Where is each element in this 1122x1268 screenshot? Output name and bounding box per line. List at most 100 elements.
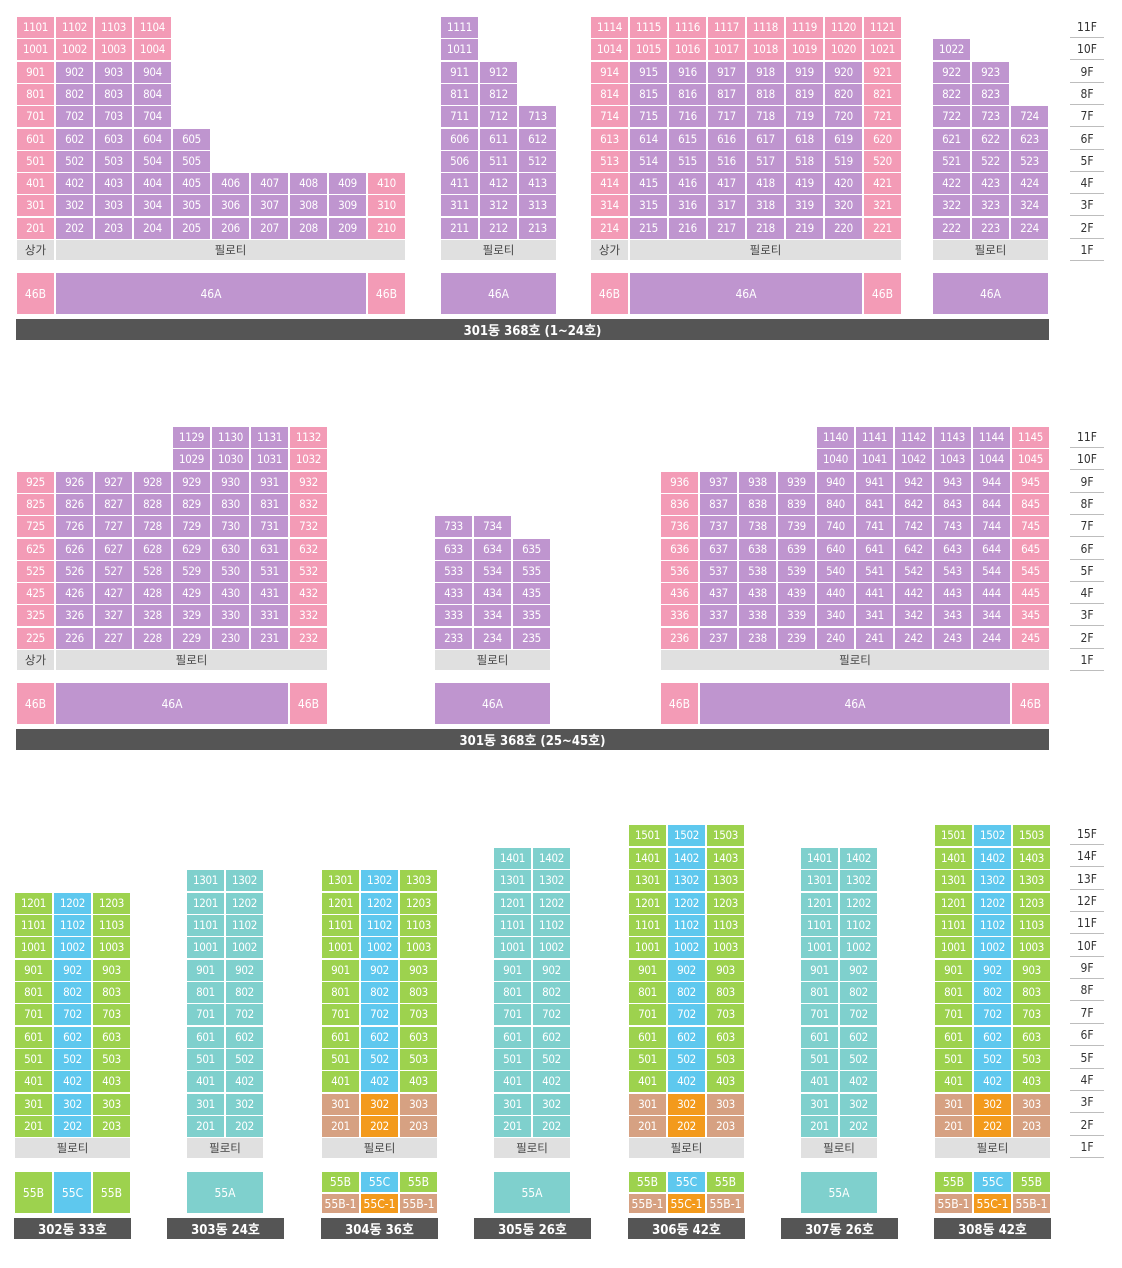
unit-cell: 619 <box>824 128 863 151</box>
unit-cell: 230 <box>211 627 250 650</box>
unit-cell: 928 <box>133 471 172 494</box>
unit-cell: 502 <box>532 1048 571 1071</box>
unit-cell: 236 <box>660 627 699 650</box>
unit-cell: 426 <box>55 582 94 605</box>
unit-cell: 815 <box>629 83 668 106</box>
unit-cell: 324 <box>1010 194 1049 217</box>
unit-cell: 632 <box>289 538 328 561</box>
unit-type-box: 46B <box>16 682 55 725</box>
unit-cell: 202 <box>532 1115 571 1138</box>
unit-cell: 605 <box>172 128 211 151</box>
floor-label: 5F <box>1070 150 1104 172</box>
unit-cell: 703 <box>706 1003 745 1026</box>
unit-cell: 1202 <box>667 892 706 915</box>
unit-cell: 441 <box>855 582 894 605</box>
unit-cell: 903 <box>94 61 133 84</box>
unit-type-box: 46A <box>629 272 863 315</box>
unit-cell: 320 <box>824 194 863 217</box>
unit-cell: 1021 <box>863 38 902 61</box>
unit-cell: 1001 <box>186 936 225 959</box>
shop-label: 상가 <box>16 239 55 261</box>
unit-cell: 1102 <box>839 914 878 937</box>
unit-cell: 243 <box>933 627 972 650</box>
unit-cell: 903 <box>706 959 745 982</box>
unit-cell: 1202 <box>839 892 878 915</box>
unit-cell: 902 <box>225 959 264 982</box>
unit-cell: 721 <box>863 105 902 128</box>
building-total-bar: 302동 33호 <box>14 1218 131 1239</box>
unit-cell: 202 <box>55 217 94 240</box>
unit-cell: 302 <box>55 194 94 217</box>
unit-cell: 602 <box>667 1026 706 1049</box>
unit-cell: 436 <box>660 582 699 605</box>
floor-label: 1F <box>1070 649 1104 671</box>
unit-cell: 841 <box>855 493 894 516</box>
unit-cell: 612 <box>518 128 557 151</box>
unit-cell: 802 <box>532 981 571 1004</box>
unit-type-box: 55C <box>667 1171 706 1193</box>
unit-cell: 843 <box>933 493 972 516</box>
unit-cell: 1101 <box>16 16 55 39</box>
unit-cell: 714 <box>590 105 629 128</box>
unit-cell: 314 <box>590 194 629 217</box>
unit-cell: 802 <box>55 83 94 106</box>
unit-cell: 1002 <box>839 936 878 959</box>
unit-cell: 829 <box>172 493 211 516</box>
unit-cell: 411 <box>440 172 479 195</box>
unit-cell: 811 <box>440 83 479 106</box>
unit-cell: 335 <box>512 604 551 627</box>
unit-type-box: 46B <box>590 272 629 315</box>
unit-cell: 902 <box>55 61 94 84</box>
unit-cell: 303 <box>399 1093 438 1116</box>
unit-cell: 414 <box>590 172 629 195</box>
unit-cell: 802 <box>360 981 399 1004</box>
unit-cell: 1303 <box>399 869 438 892</box>
unit-cell: 204 <box>133 217 172 240</box>
unit-cell: 736 <box>660 515 699 538</box>
unit-cell: 327 <box>94 604 133 627</box>
unit-cell: 244 <box>972 627 1011 650</box>
unit-cell: 331 <box>250 604 289 627</box>
unit-cell: 241 <box>855 627 894 650</box>
unit-cell: 301 <box>628 1093 667 1116</box>
unit-cell: 442 <box>894 582 933 605</box>
unit-cell: 1103 <box>706 914 745 937</box>
unit-cell: 734 <box>473 515 512 538</box>
unit-cell: 321 <box>863 194 902 217</box>
unit-cell: 245 <box>1011 627 1050 650</box>
building-total-bar: 301동 368호 (25~45호) <box>16 729 1049 750</box>
unit-type-box: 55B <box>628 1171 667 1193</box>
unit-cell: 237 <box>699 627 738 650</box>
unit-cell: 902 <box>360 959 399 982</box>
unit-cell: 234 <box>473 627 512 650</box>
unit-cell: 1101 <box>628 914 667 937</box>
unit-cell: 1030 <box>211 448 250 471</box>
unit-cell: 419 <box>785 172 824 195</box>
unit-cell: 825 <box>16 493 55 516</box>
unit-cell: 528 <box>133 560 172 583</box>
floor-label: 7F <box>1070 1002 1104 1024</box>
unit-cell: 844 <box>972 493 1011 516</box>
unit-cell: 1201 <box>800 892 839 915</box>
unit-cell: 409 <box>328 172 367 195</box>
unit-cell: 702 <box>973 1003 1012 1026</box>
unit-cell: 207 <box>250 217 289 240</box>
unit-cell: 1201 <box>628 892 667 915</box>
unit-cell: 1101 <box>800 914 839 937</box>
floor-label: 1F <box>1070 1136 1104 1158</box>
unit-cell: 201 <box>321 1115 360 1138</box>
unit-cell: 1117 <box>707 16 746 39</box>
floor-label: 9F <box>1070 471 1104 493</box>
unit-cell: 322 <box>932 194 971 217</box>
unit-cell: 401 <box>321 1070 360 1093</box>
unit-cell: 629 <box>172 538 211 561</box>
unit-cell: 534 <box>473 560 512 583</box>
unit-cell: 502 <box>839 1048 878 1071</box>
unit-cell: 1001 <box>493 936 532 959</box>
unit-cell: 301 <box>14 1093 53 1116</box>
unit-cell: 501 <box>493 1048 532 1071</box>
unit-cell: 202 <box>839 1115 878 1138</box>
unit-cell: 227 <box>94 627 133 650</box>
unit-cell: 543 <box>933 560 972 583</box>
unit-cell: 827 <box>94 493 133 516</box>
